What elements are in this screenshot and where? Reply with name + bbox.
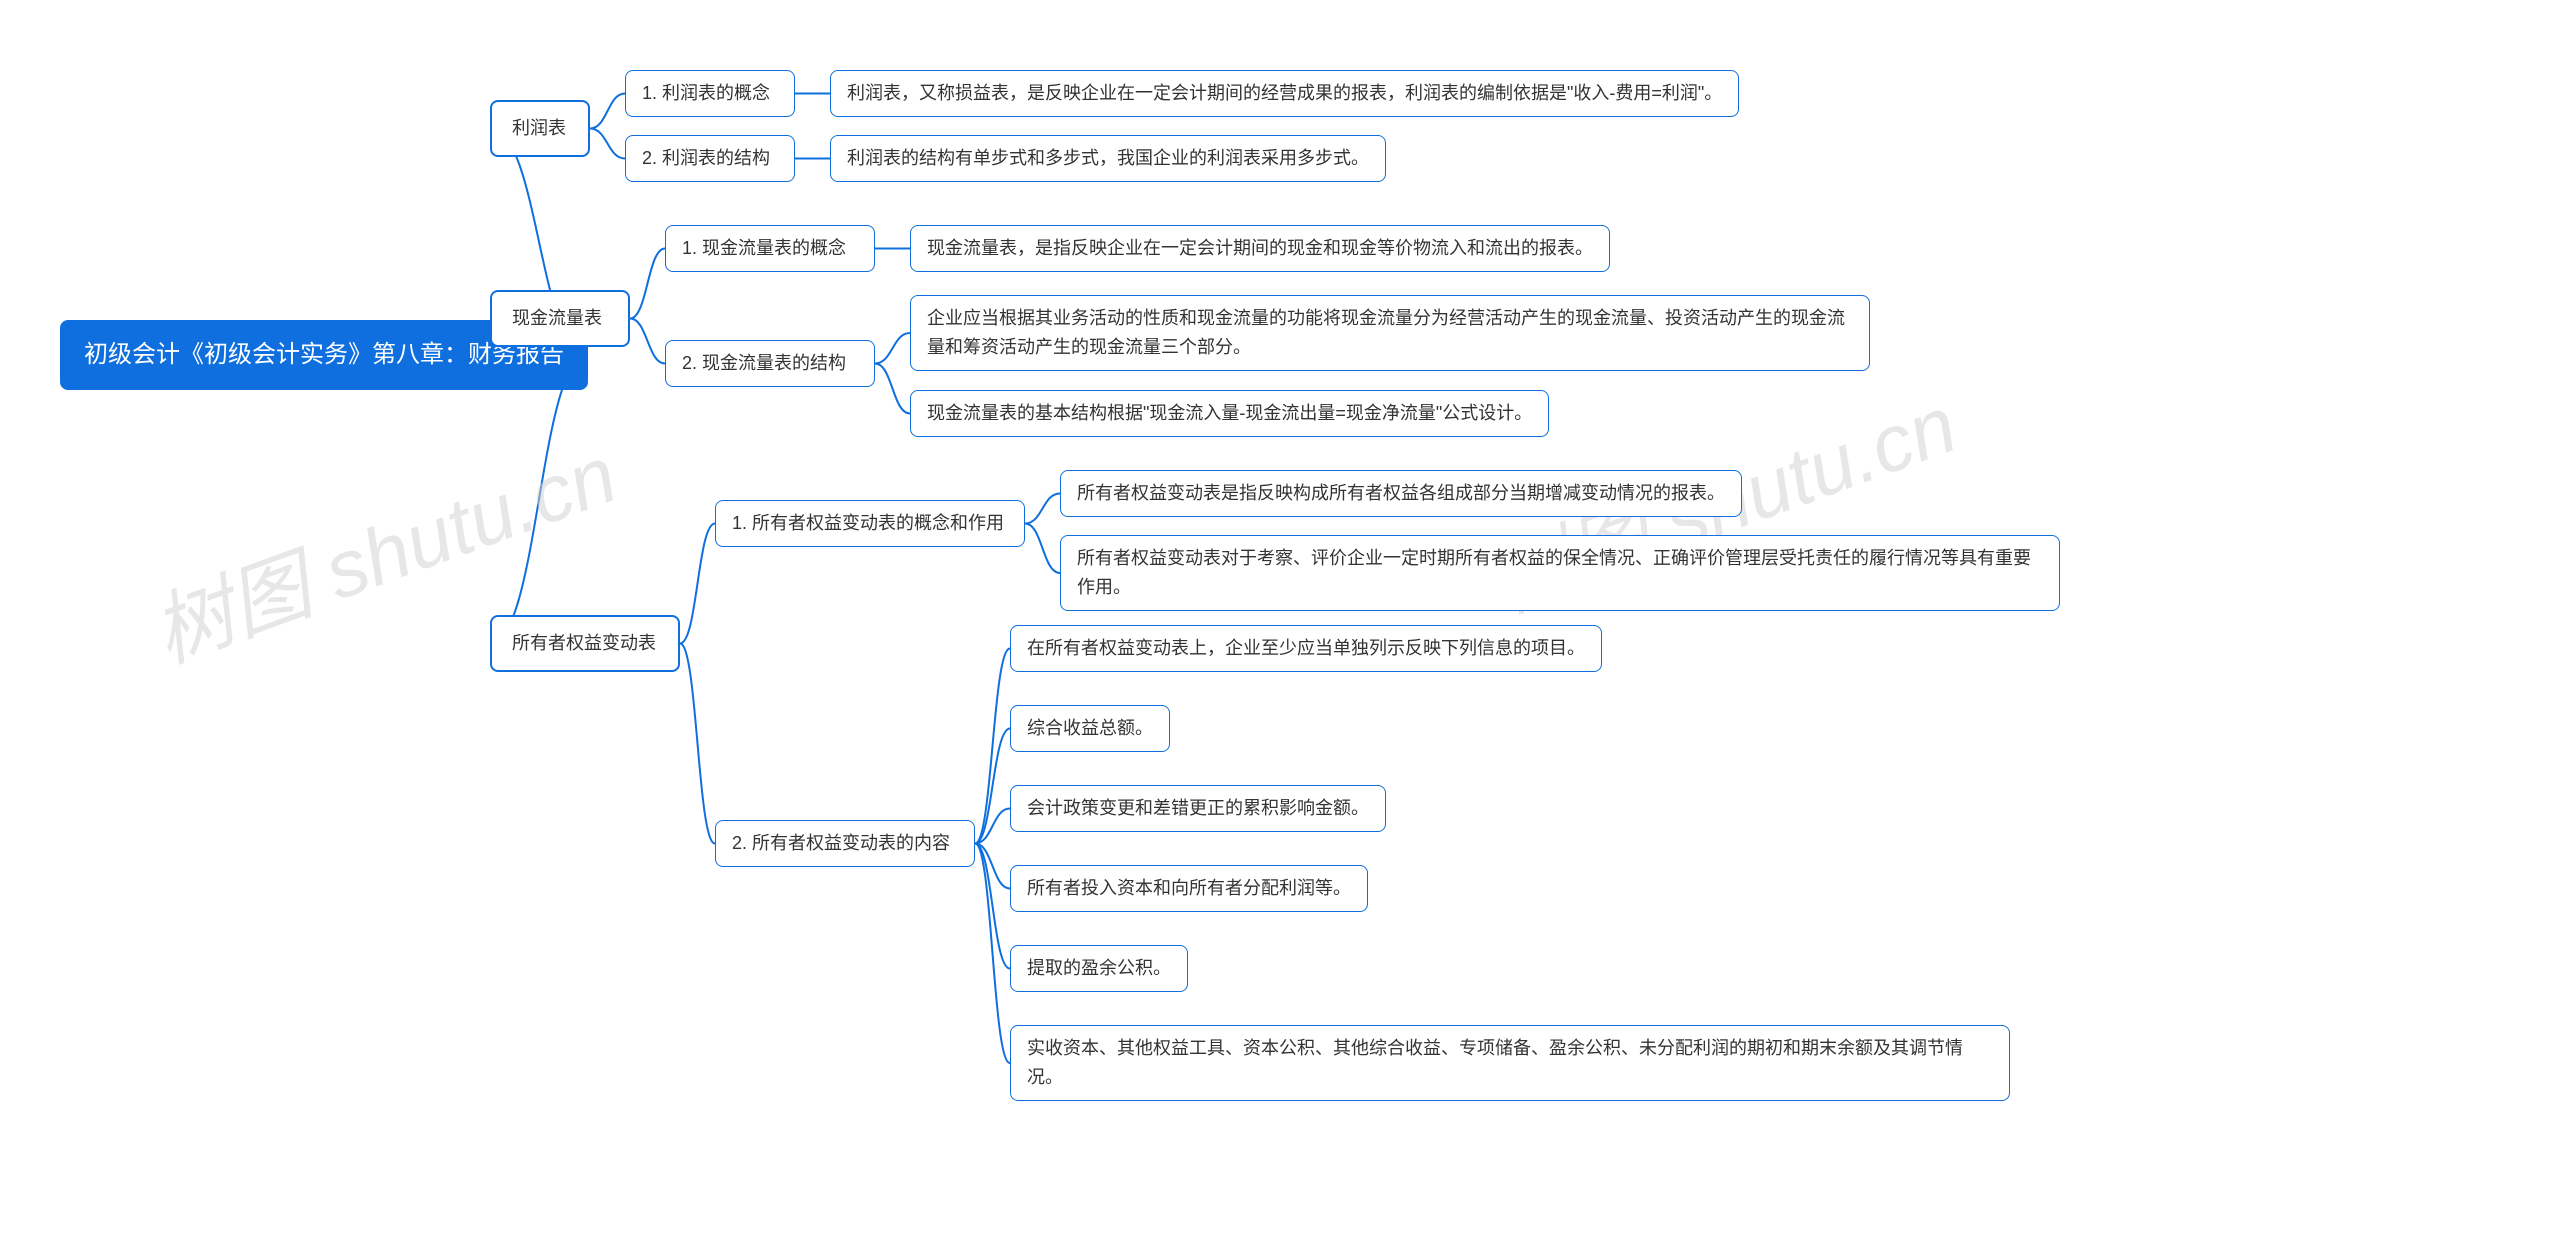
sub-node[interactable]: 1. 现金流量表的概念 <box>665 225 875 272</box>
leaf-node[interactable]: 现金流量表，是指反映企业在一定会计期间的现金和现金等价物流入和流出的报表。 <box>910 225 1610 272</box>
sub-node[interactable]: 1. 所有者权益变动表的概念和作用 <box>715 500 1025 547</box>
leaf-node[interactable]: 实收资本、其他权益工具、资本公积、其他综合收益、专项储备、盈余公积、未分配利润的… <box>1010 1025 2010 1101</box>
leaf-node[interactable]: 所有者权益变动表是指反映构成所有者权益各组成部分当期增减变动情况的报表。 <box>1060 470 1742 517</box>
leaf-node[interactable]: 提取的盈余公积。 <box>1010 945 1188 992</box>
leaf-node[interactable]: 企业应当根据其业务活动的性质和现金流量的功能将现金流量分为经营活动产生的现金流量… <box>910 295 1870 371</box>
leaf-node[interactable]: 现金流量表的基本结构根据"现金流入量-现金流出量=现金净流量"公式设计。 <box>910 390 1549 437</box>
leaf-node[interactable]: 利润表，又称损益表，是反映企业在一定会计期间的经营成果的报表，利润表的编制依据是… <box>830 70 1739 117</box>
sub-node[interactable]: 2. 现金流量表的结构 <box>665 340 875 387</box>
branch-node[interactable]: 利润表 <box>490 100 590 157</box>
sub-node[interactable]: 1. 利润表的概念 <box>625 70 795 117</box>
sub-node[interactable]: 2. 利润表的结构 <box>625 135 795 182</box>
leaf-node[interactable]: 会计政策变更和差错更正的累积影响金额。 <box>1010 785 1386 832</box>
leaf-node[interactable]: 所有者权益变动表对于考察、评价企业一定时期所有者权益的保全情况、正确评价管理层受… <box>1060 535 2060 611</box>
leaf-node[interactable]: 利润表的结构有单步式和多步式，我国企业的利润表采用多步式。 <box>830 135 1386 182</box>
branch-node[interactable]: 所有者权益变动表 <box>490 615 680 672</box>
branch-node[interactable]: 现金流量表 <box>490 290 630 347</box>
leaf-node[interactable]: 所有者投入资本和向所有者分配利润等。 <box>1010 865 1368 912</box>
sub-node[interactable]: 2. 所有者权益变动表的内容 <box>715 820 975 867</box>
leaf-node[interactable]: 在所有者权益变动表上，企业至少应当单独列示反映下列信息的项目。 <box>1010 625 1602 672</box>
leaf-node[interactable]: 综合收益总额。 <box>1010 705 1170 752</box>
